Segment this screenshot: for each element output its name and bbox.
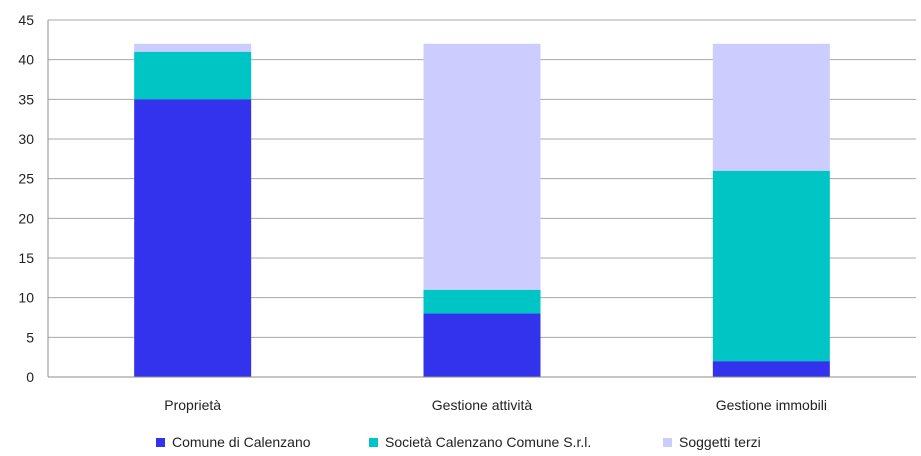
category-label: Gestione immobili: [716, 397, 827, 413]
category-label: Gestione attività: [432, 397, 533, 413]
y-tick-label: 35: [18, 91, 34, 107]
y-tick-label: 15: [18, 250, 34, 266]
y-tick-label: 45: [18, 12, 34, 28]
bar-segment-2-category-3: [712, 170, 830, 362]
legend: Comune di Calenzano Società Calenzano Com…: [156, 434, 761, 450]
bar-segment-3-category-1: [134, 43, 252, 52]
y-tick-label: 20: [18, 210, 34, 226]
y-tick-label: 5: [26, 329, 34, 345]
bar-segment-3-category-3: [712, 43, 830, 171]
legend-swatch: [369, 438, 378, 447]
y-tick-labels: 0 5 10 15 20 25 30 35 40 45: [18, 12, 34, 385]
legend-label: Comune di Calenzano: [172, 434, 311, 450]
bar-segment-2-category-2: [423, 289, 541, 314]
bar-segment-2-category-1: [134, 51, 252, 100]
legend-swatch: [156, 438, 165, 447]
y-tick-label: 25: [18, 171, 34, 187]
category-label: Proprietà: [164, 397, 221, 413]
category-labels: Proprietà Gestione attività Gestione immob…: [164, 397, 827, 413]
y-tick-label: 0: [26, 369, 34, 385]
legend-swatch: [663, 438, 672, 447]
bar-segment-1-category-2: [423, 313, 541, 377]
legend-label: Società Calenzano Comune S.r.l.: [385, 434, 591, 450]
bar-segment-1-category-1: [134, 99, 252, 377]
bar-segment-1-category-3: [712, 361, 830, 377]
bar-segment-3-category-2: [423, 43, 541, 290]
y-tick-label: 40: [18, 52, 34, 68]
y-tick-label: 10: [18, 290, 34, 306]
y-tick-label: 30: [18, 131, 34, 147]
axes: [47, 20, 916, 378]
legend-label: Soggetti terzi: [679, 434, 761, 450]
bars: [134, 43, 830, 377]
